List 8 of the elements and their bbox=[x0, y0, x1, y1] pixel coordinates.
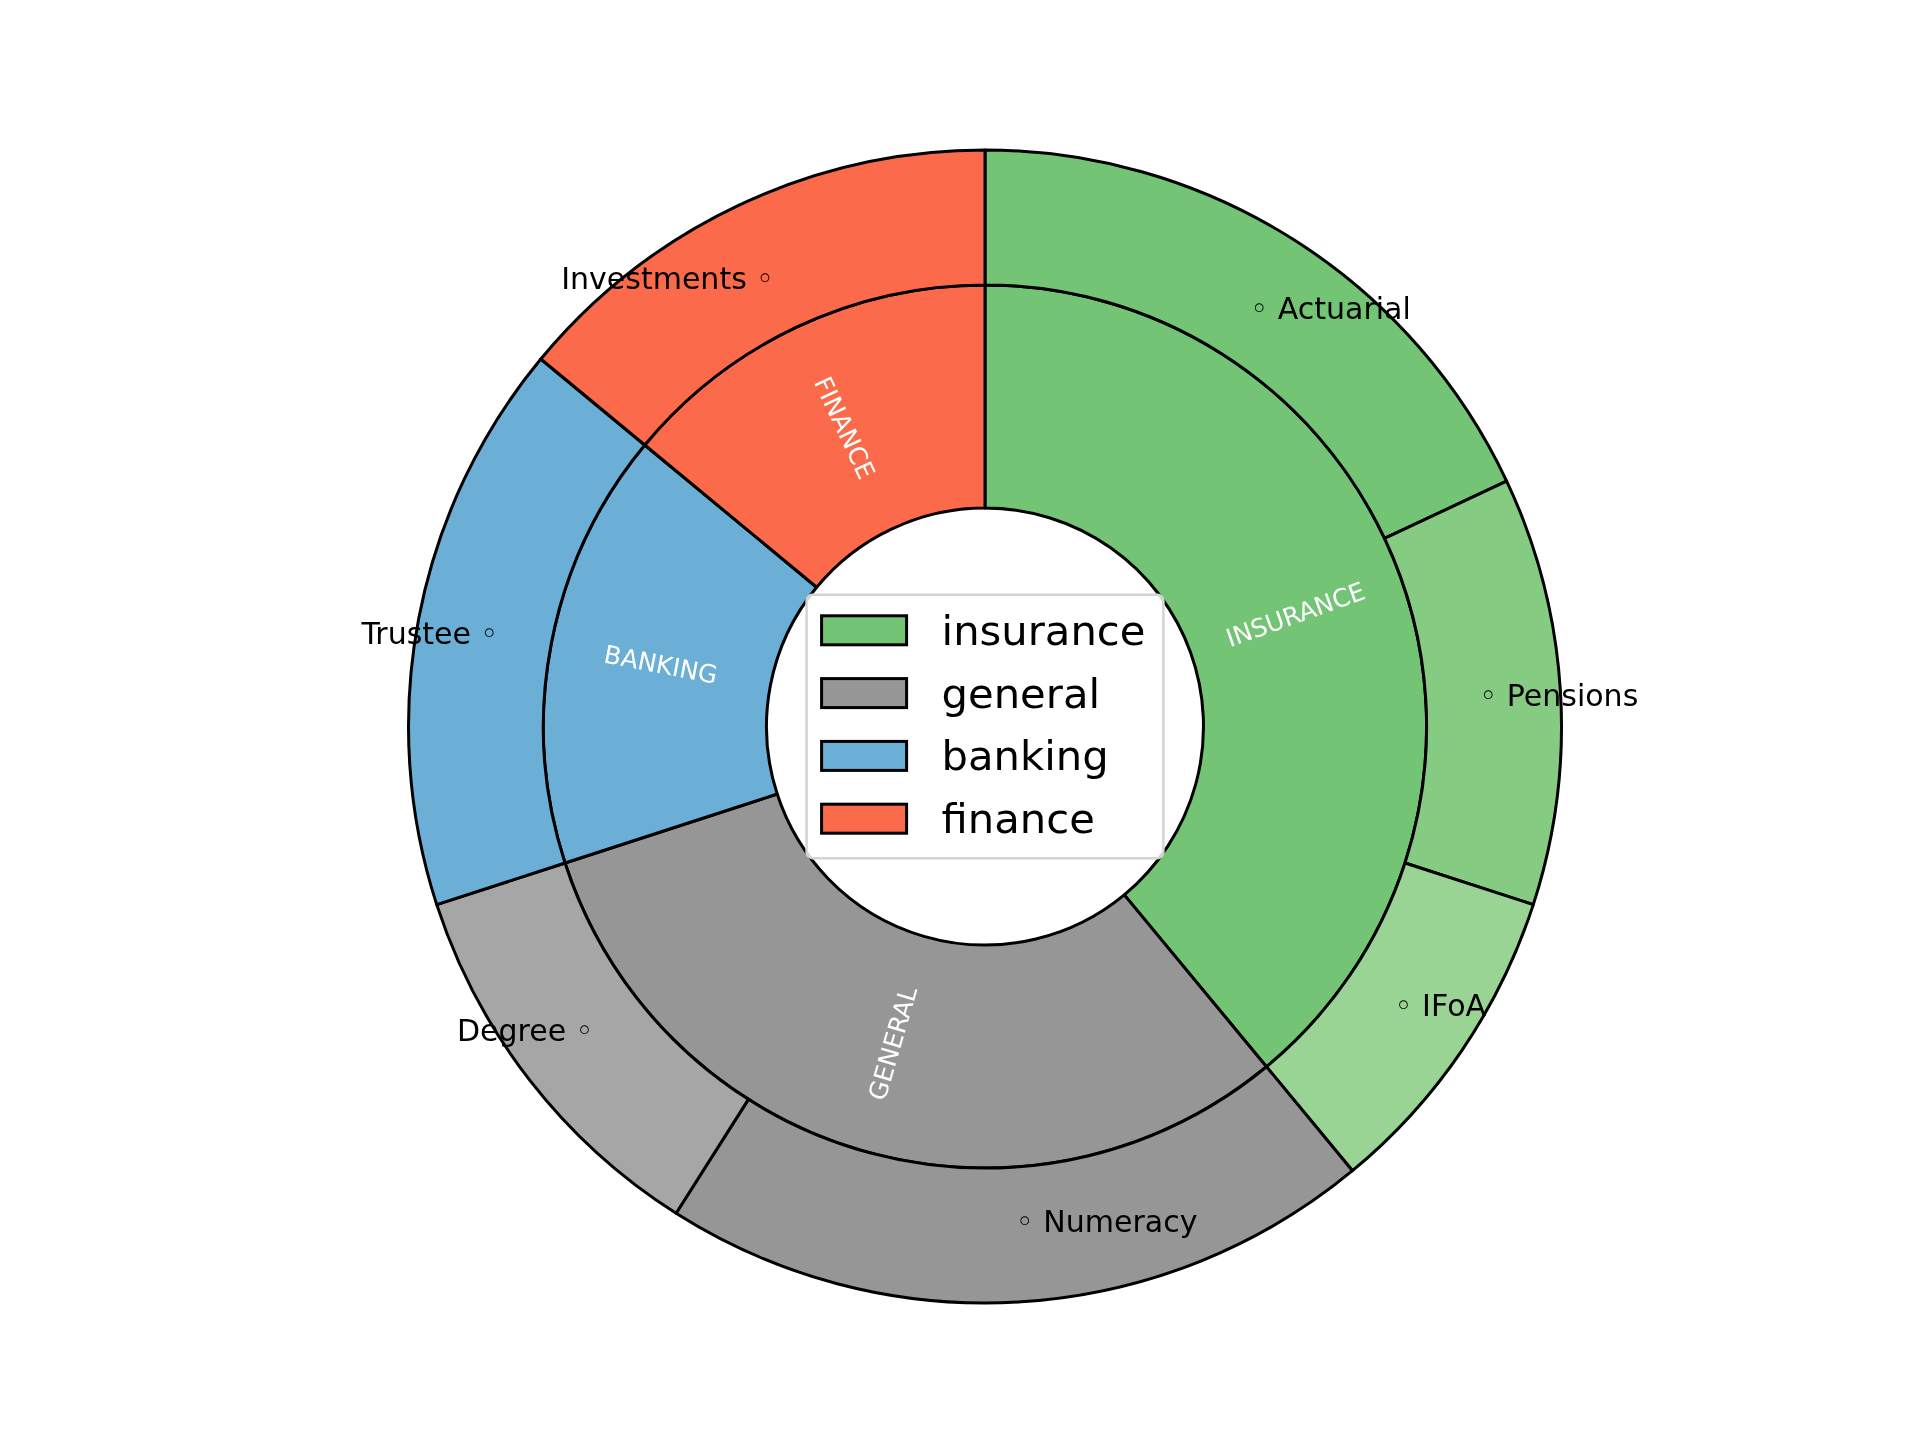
slice-label: ◦ Numeracy bbox=[1016, 1203, 1198, 1239]
slice-label: ◦ IFoA bbox=[1394, 987, 1487, 1023]
legend-label: insurance bbox=[941, 605, 1146, 655]
legend-label: general bbox=[941, 668, 1101, 718]
slice-label: Trustee ◦ bbox=[360, 616, 499, 652]
legend-label: banking bbox=[941, 731, 1109, 781]
legend-label: finance bbox=[941, 794, 1095, 844]
data-label: BANKING bbox=[601, 639, 720, 690]
